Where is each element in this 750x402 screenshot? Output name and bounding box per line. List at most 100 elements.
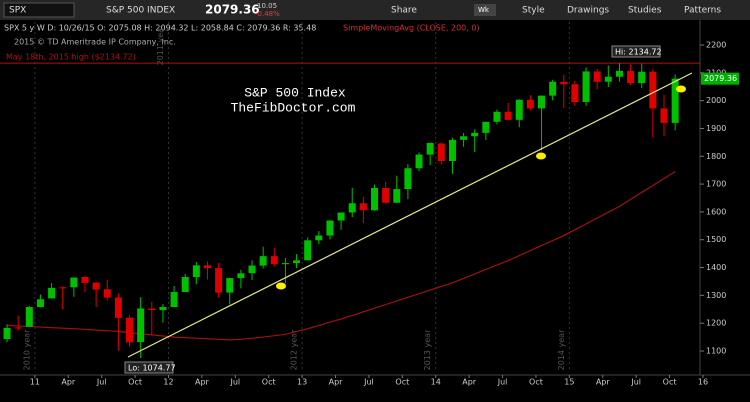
- candle-body: [293, 260, 301, 264]
- trend-line: [127, 72, 693, 358]
- x-tick-label: 11: [30, 378, 40, 387]
- year-label: 2010 year: [22, 329, 31, 370]
- y-tick-label: 1800: [706, 152, 726, 161]
- y-tick-label: 2000: [706, 96, 726, 105]
- candle-body: [70, 277, 78, 288]
- studies-button[interactable]: Studies: [628, 6, 662, 16]
- candle-body: [571, 84, 579, 103]
- candle-body: [649, 71, 657, 109]
- candle-body: [126, 317, 134, 343]
- last-price: 2079.36: [205, 3, 260, 17]
- high-line-label: May 18th, 2015 high ($2134.72): [6, 53, 136, 62]
- period-box[interactable]: [474, 4, 496, 16]
- period-button[interactable]: Wk: [478, 6, 490, 14]
- x-tick-label: 15: [564, 378, 574, 387]
- candle-body: [226, 278, 234, 293]
- candle-body: [137, 308, 145, 343]
- y-tick-label: 1100: [706, 346, 726, 355]
- candle-body: [326, 220, 334, 236]
- description: S&P 500 INDEX: [106, 6, 175, 16]
- hi-label: Hi: 2134.72: [615, 48, 662, 57]
- y-tick-label: 1700: [706, 180, 726, 189]
- candle-body: [192, 265, 200, 278]
- candle-body: [170, 292, 178, 308]
- symbol-box[interactable]: [3, 2, 75, 18]
- chart-subtitle: TheFibDoctor.com: [231, 100, 356, 115]
- x-tick-label: Jul: [363, 378, 374, 387]
- hi-box: [611, 45, 661, 58]
- candle-body: [48, 287, 56, 299]
- patterns-button[interactable]: Patterns: [684, 6, 721, 16]
- x-tick-label: Apr: [329, 378, 344, 387]
- marker: [676, 85, 686, 93]
- candle-body: [3, 327, 11, 340]
- candle-body: [370, 187, 378, 211]
- candle-body: [393, 189, 401, 203]
- lo-label: Lo: 1074.77: [128, 364, 176, 373]
- candle-body: [404, 168, 412, 190]
- x-tick-label: Jul: [497, 378, 508, 387]
- candle-body: [14, 327, 22, 329]
- drawings-button[interactable]: Drawings: [567, 6, 609, 16]
- candle-body: [337, 212, 345, 221]
- candle-body: [560, 81, 568, 85]
- candle-body: [215, 268, 223, 293]
- year-label: 2014 year: [557, 329, 566, 370]
- y-tick-label: 1500: [706, 235, 726, 244]
- copyright: 2015 © TD Ameritrade IP Company, Inc.: [14, 38, 176, 47]
- candle-body: [382, 187, 390, 203]
- y-tick-label: 1400: [706, 263, 726, 272]
- sma-line: [7, 171, 676, 341]
- candle-body: [415, 154, 423, 169]
- candle-body: [25, 307, 33, 327]
- candle-body: [359, 203, 367, 211]
- candle-body: [103, 289, 111, 298]
- x-tick-label: Oct: [395, 378, 409, 387]
- x-tick-label: Oct: [663, 378, 677, 387]
- candle-body: [36, 299, 44, 308]
- candle-body: [315, 235, 323, 241]
- candle-body: [582, 71, 590, 103]
- year-label: 2013 year: [423, 329, 432, 370]
- x-tick-label: Oct: [128, 378, 142, 387]
- x-tick-label: Apr: [596, 378, 611, 387]
- candle-body: [181, 277, 189, 293]
- candle-body: [493, 111, 501, 122]
- x-tick-label: 16: [698, 378, 708, 387]
- candle-body: [471, 132, 479, 137]
- y-tick-label: 1300: [706, 291, 726, 300]
- marker: [276, 282, 286, 290]
- candle-body: [81, 277, 89, 283]
- candle-body: [92, 282, 100, 290]
- candle-body: [304, 240, 312, 261]
- candle-body: [671, 78, 679, 123]
- candle-body: [627, 70, 635, 84]
- marker: [536, 152, 546, 160]
- candle-body: [638, 71, 646, 84]
- x-tick-label: Oct: [529, 378, 543, 387]
- candle-body: [348, 203, 356, 213]
- lo-box: [124, 361, 174, 374]
- x-tick-label: 13: [297, 378, 307, 387]
- x-tick-label: Jul: [630, 378, 641, 387]
- x-tick-label: 14: [431, 378, 441, 387]
- toolbar: [0, 0, 750, 20]
- year-label: 2012 year: [290, 329, 299, 370]
- candle-body: [159, 307, 167, 311]
- candle-body: [270, 256, 278, 265]
- x-tick-label: Apr: [195, 378, 210, 387]
- last-price-label: 2079.36: [704, 74, 737, 83]
- candle-body: [148, 308, 156, 311]
- candle-body: [538, 95, 546, 109]
- candle-body: [281, 263, 289, 265]
- x-tick-label: Apr: [61, 378, 76, 387]
- style-button[interactable]: Style: [522, 6, 545, 16]
- share-button[interactable]: Share: [391, 6, 417, 16]
- x-tick-label: Jul: [229, 378, 240, 387]
- y-tick-label: 2200: [706, 41, 726, 50]
- candle-body: [460, 136, 468, 140]
- candle-body: [482, 121, 490, 133]
- candle-body: [526, 99, 534, 109]
- candle-body: [549, 81, 557, 96]
